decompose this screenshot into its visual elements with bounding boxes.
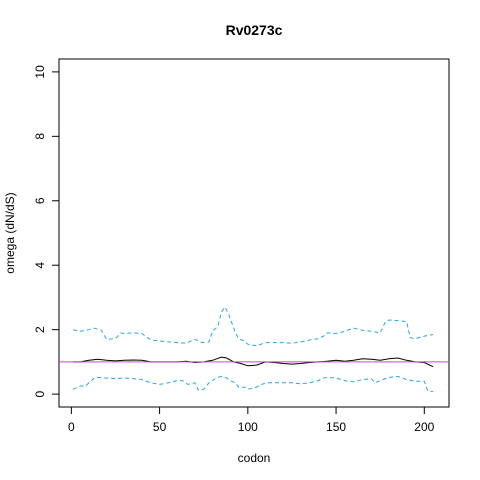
y-tick-label: 10 — [33, 65, 47, 79]
y-tick-label: 0 — [33, 390, 47, 397]
x-tick-label: 50 — [153, 420, 167, 434]
x-tick-label: 200 — [414, 420, 434, 434]
x-tick-label: 100 — [238, 420, 258, 434]
series-lower-line — [72, 375, 434, 392]
series-estimate-line — [73, 356, 434, 368]
x-axis: 0 50 100 150 200 — [68, 406, 435, 434]
series-layer — [59, 306, 449, 392]
chart-title: Rv0273c — [226, 22, 283, 38]
y-tick-label: 2 — [33, 326, 47, 333]
y-tick-label: 4 — [33, 262, 47, 269]
x-axis-label: codon — [238, 451, 271, 465]
y-axis-label: omega (dN/dS) — [3, 192, 17, 273]
series-upper-line — [72, 306, 434, 347]
x-tick-label: 150 — [326, 420, 346, 434]
plot-frame — [58, 58, 450, 408]
y-tick-label: 8 — [33, 133, 47, 140]
x-tick-label: 0 — [68, 420, 75, 434]
y-axis: 0 2 4 6 8 10 — [33, 65, 60, 397]
y-tick-label: 6 — [33, 197, 47, 204]
